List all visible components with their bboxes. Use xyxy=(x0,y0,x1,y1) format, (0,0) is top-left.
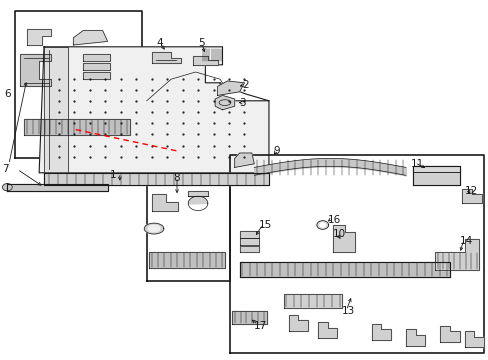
Polygon shape xyxy=(317,322,337,338)
Text: 10: 10 xyxy=(332,229,345,239)
Text: 11: 11 xyxy=(410,159,423,169)
Polygon shape xyxy=(283,294,342,308)
Polygon shape xyxy=(234,153,254,167)
Polygon shape xyxy=(73,31,107,45)
Polygon shape xyxy=(239,246,259,252)
Polygon shape xyxy=(239,238,259,245)
Polygon shape xyxy=(461,189,481,203)
Polygon shape xyxy=(144,223,163,234)
Polygon shape xyxy=(217,81,244,95)
Text: 15: 15 xyxy=(259,220,272,230)
Text: 4: 4 xyxy=(156,38,163,48)
Polygon shape xyxy=(151,194,178,211)
Polygon shape xyxy=(83,72,110,79)
Polygon shape xyxy=(20,54,51,86)
Text: 7: 7 xyxy=(2,164,9,174)
Polygon shape xyxy=(83,54,110,61)
Polygon shape xyxy=(239,262,449,277)
Polygon shape xyxy=(7,184,107,191)
Text: 6: 6 xyxy=(4,89,11,99)
Polygon shape xyxy=(44,47,68,173)
Polygon shape xyxy=(215,95,234,110)
Text: 16: 16 xyxy=(327,215,340,225)
Text: 13: 13 xyxy=(342,306,355,316)
Polygon shape xyxy=(288,315,307,331)
Text: 1: 1 xyxy=(110,170,117,180)
Polygon shape xyxy=(412,166,459,185)
Text: 9: 9 xyxy=(273,146,280,156)
Polygon shape xyxy=(44,173,268,185)
Polygon shape xyxy=(188,191,207,196)
Polygon shape xyxy=(439,326,459,342)
Polygon shape xyxy=(24,119,129,135)
Polygon shape xyxy=(464,331,483,347)
Text: 14: 14 xyxy=(459,236,472,246)
Polygon shape xyxy=(316,221,328,229)
Polygon shape xyxy=(434,239,478,270)
Polygon shape xyxy=(151,52,181,63)
Polygon shape xyxy=(193,56,217,65)
Polygon shape xyxy=(27,29,51,45)
Text: 12: 12 xyxy=(464,186,477,196)
Text: 3: 3 xyxy=(239,98,246,108)
Polygon shape xyxy=(149,252,224,268)
Polygon shape xyxy=(405,329,425,346)
Text: 17: 17 xyxy=(254,321,267,331)
Polygon shape xyxy=(2,184,12,191)
Polygon shape xyxy=(232,311,266,324)
Polygon shape xyxy=(319,223,325,227)
Text: 5: 5 xyxy=(198,38,204,48)
Polygon shape xyxy=(412,166,459,172)
Polygon shape xyxy=(239,231,259,238)
Text: 2: 2 xyxy=(242,80,248,90)
Polygon shape xyxy=(371,324,390,340)
Polygon shape xyxy=(332,225,354,252)
Polygon shape xyxy=(39,47,268,173)
Polygon shape xyxy=(83,63,110,70)
Polygon shape xyxy=(148,225,160,232)
Text: 8: 8 xyxy=(173,173,180,183)
Polygon shape xyxy=(188,196,207,204)
